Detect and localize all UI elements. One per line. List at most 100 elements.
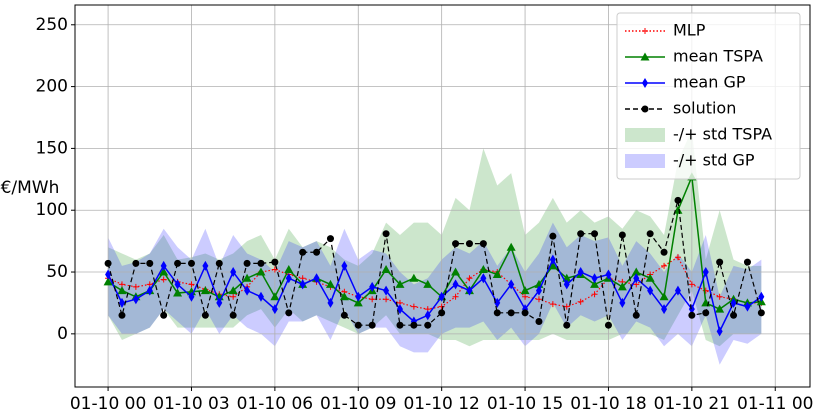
x-tick-label: 01-10 12 <box>403 394 479 414</box>
point <box>674 254 681 261</box>
legend-box <box>616 12 801 180</box>
point <box>160 311 168 319</box>
point <box>618 231 626 239</box>
point <box>479 240 487 248</box>
point <box>383 285 390 296</box>
point <box>661 304 668 315</box>
point <box>730 297 737 308</box>
point <box>549 232 557 240</box>
point <box>410 303 417 310</box>
point <box>200 286 210 295</box>
point <box>563 303 570 310</box>
point <box>645 273 655 282</box>
point <box>230 267 237 278</box>
point <box>257 291 264 302</box>
point <box>103 277 113 286</box>
point <box>325 279 335 288</box>
point <box>215 259 223 267</box>
point <box>451 267 461 276</box>
point <box>591 291 598 298</box>
legend-swatch <box>625 154 665 168</box>
x-tick-label: 01-10 15 <box>487 394 563 414</box>
legend-marker <box>641 105 649 113</box>
point <box>631 267 641 276</box>
point <box>758 291 765 302</box>
point <box>535 285 542 296</box>
point <box>452 293 459 300</box>
point <box>660 248 668 256</box>
point <box>313 273 320 284</box>
series-line <box>107 256 762 310</box>
point <box>438 291 445 302</box>
legend-label: solution <box>673 99 736 118</box>
point <box>715 304 725 313</box>
legend-label: MLP <box>673 21 706 40</box>
point <box>188 291 195 302</box>
point <box>174 279 181 290</box>
y-tick-label: 50 <box>46 262 68 282</box>
point <box>563 279 570 290</box>
point <box>369 281 376 292</box>
x-tick-label: 01-10 06 <box>237 394 313 414</box>
point <box>326 235 334 243</box>
point <box>271 304 278 315</box>
legend-label: -/+ std GP <box>673 151 755 170</box>
point <box>452 240 460 248</box>
point <box>339 292 349 301</box>
point <box>285 273 292 284</box>
legend-label: -/+ std TSPA <box>673 125 772 144</box>
point <box>702 267 709 278</box>
point <box>757 309 765 317</box>
point <box>355 291 362 302</box>
point <box>744 301 751 312</box>
y-axis-label: €/MWh <box>1 178 60 198</box>
point <box>132 283 139 290</box>
point <box>187 259 195 267</box>
point <box>423 279 433 288</box>
point <box>188 281 195 288</box>
point <box>424 321 432 329</box>
point <box>548 261 558 270</box>
point <box>591 273 598 284</box>
point <box>591 230 599 238</box>
x-tick-label: 01-10 00 <box>70 394 146 414</box>
point <box>299 248 307 256</box>
point <box>563 321 571 329</box>
point <box>244 285 251 296</box>
point <box>313 248 321 256</box>
plot-frame <box>74 4 811 388</box>
point <box>118 297 125 308</box>
point <box>506 242 516 251</box>
y-tick-label: 200 <box>36 77 68 97</box>
legend-marker <box>640 52 650 61</box>
point <box>230 293 237 300</box>
point <box>174 259 182 267</box>
point <box>535 296 542 303</box>
point <box>438 309 446 317</box>
point <box>535 317 543 325</box>
point <box>354 321 362 329</box>
point <box>577 298 584 305</box>
legend-swatch <box>625 128 665 142</box>
x-tick-label: 01-11 00 <box>737 394 813 414</box>
point <box>341 260 348 271</box>
point <box>173 288 183 297</box>
point <box>285 309 293 317</box>
point <box>674 196 682 204</box>
y-tick-label: 100 <box>36 200 68 220</box>
x-tick-label: 01-10 18 <box>570 394 646 414</box>
series-line <box>107 200 762 326</box>
point <box>466 275 473 282</box>
point <box>382 230 390 238</box>
point <box>159 267 169 276</box>
point <box>492 270 502 279</box>
point <box>396 321 404 329</box>
point <box>270 292 280 301</box>
point <box>549 301 556 308</box>
point <box>271 258 279 266</box>
point <box>716 293 723 300</box>
point <box>661 262 668 269</box>
point <box>465 240 473 248</box>
point <box>395 279 405 288</box>
